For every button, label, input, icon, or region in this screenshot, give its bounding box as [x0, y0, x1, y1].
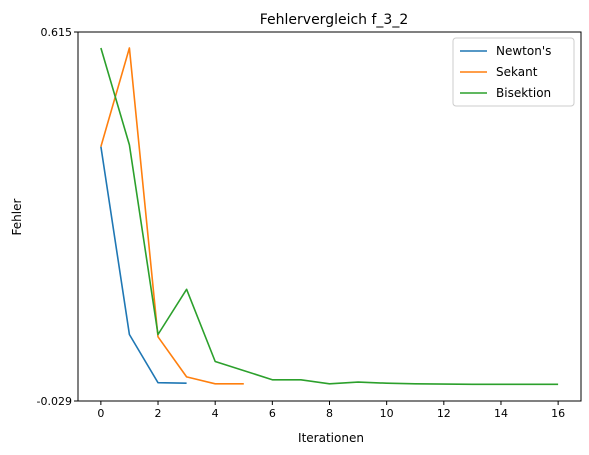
- y-axis-label: Fehler: [10, 198, 24, 235]
- legend-label: Sekant: [496, 65, 538, 79]
- series-lines: [100, 47, 559, 386]
- x-tick-label: 8: [326, 407, 333, 420]
- x-tick-label: 10: [380, 407, 394, 420]
- x-tick-label: 14: [494, 407, 508, 420]
- legend-label: Newton's: [496, 44, 551, 58]
- x-tick-label: 2: [155, 407, 162, 420]
- x-tick-label: 4: [212, 407, 219, 420]
- legend-box: [452, 37, 575, 107]
- series-line-sekant: [100, 47, 244, 385]
- x-tick-label: 12: [437, 407, 451, 420]
- legend: Newton's Sekant Bisektion: [452, 37, 575, 107]
- x-tick-label: 0: [97, 407, 104, 420]
- series-line-newton-s: [100, 146, 187, 384]
- y-axis-ticks: -0.029 0.615: [37, 26, 78, 408]
- x-axis-label: Iterationen: [298, 431, 364, 445]
- legend-label: Bisektion: [496, 86, 551, 100]
- y-tick-label: 0.615: [41, 26, 73, 39]
- x-tick-label: 6: [269, 407, 276, 420]
- y-tick-label: -0.029: [37, 395, 72, 408]
- x-axis-ticks: 0 2 4 6 8 10 12 14 16: [97, 401, 565, 420]
- chart-title: Fehlervergleich f_3_2: [260, 12, 408, 28]
- series-line-bisektion: [100, 47, 559, 386]
- x-tick-label: 16: [551, 407, 565, 420]
